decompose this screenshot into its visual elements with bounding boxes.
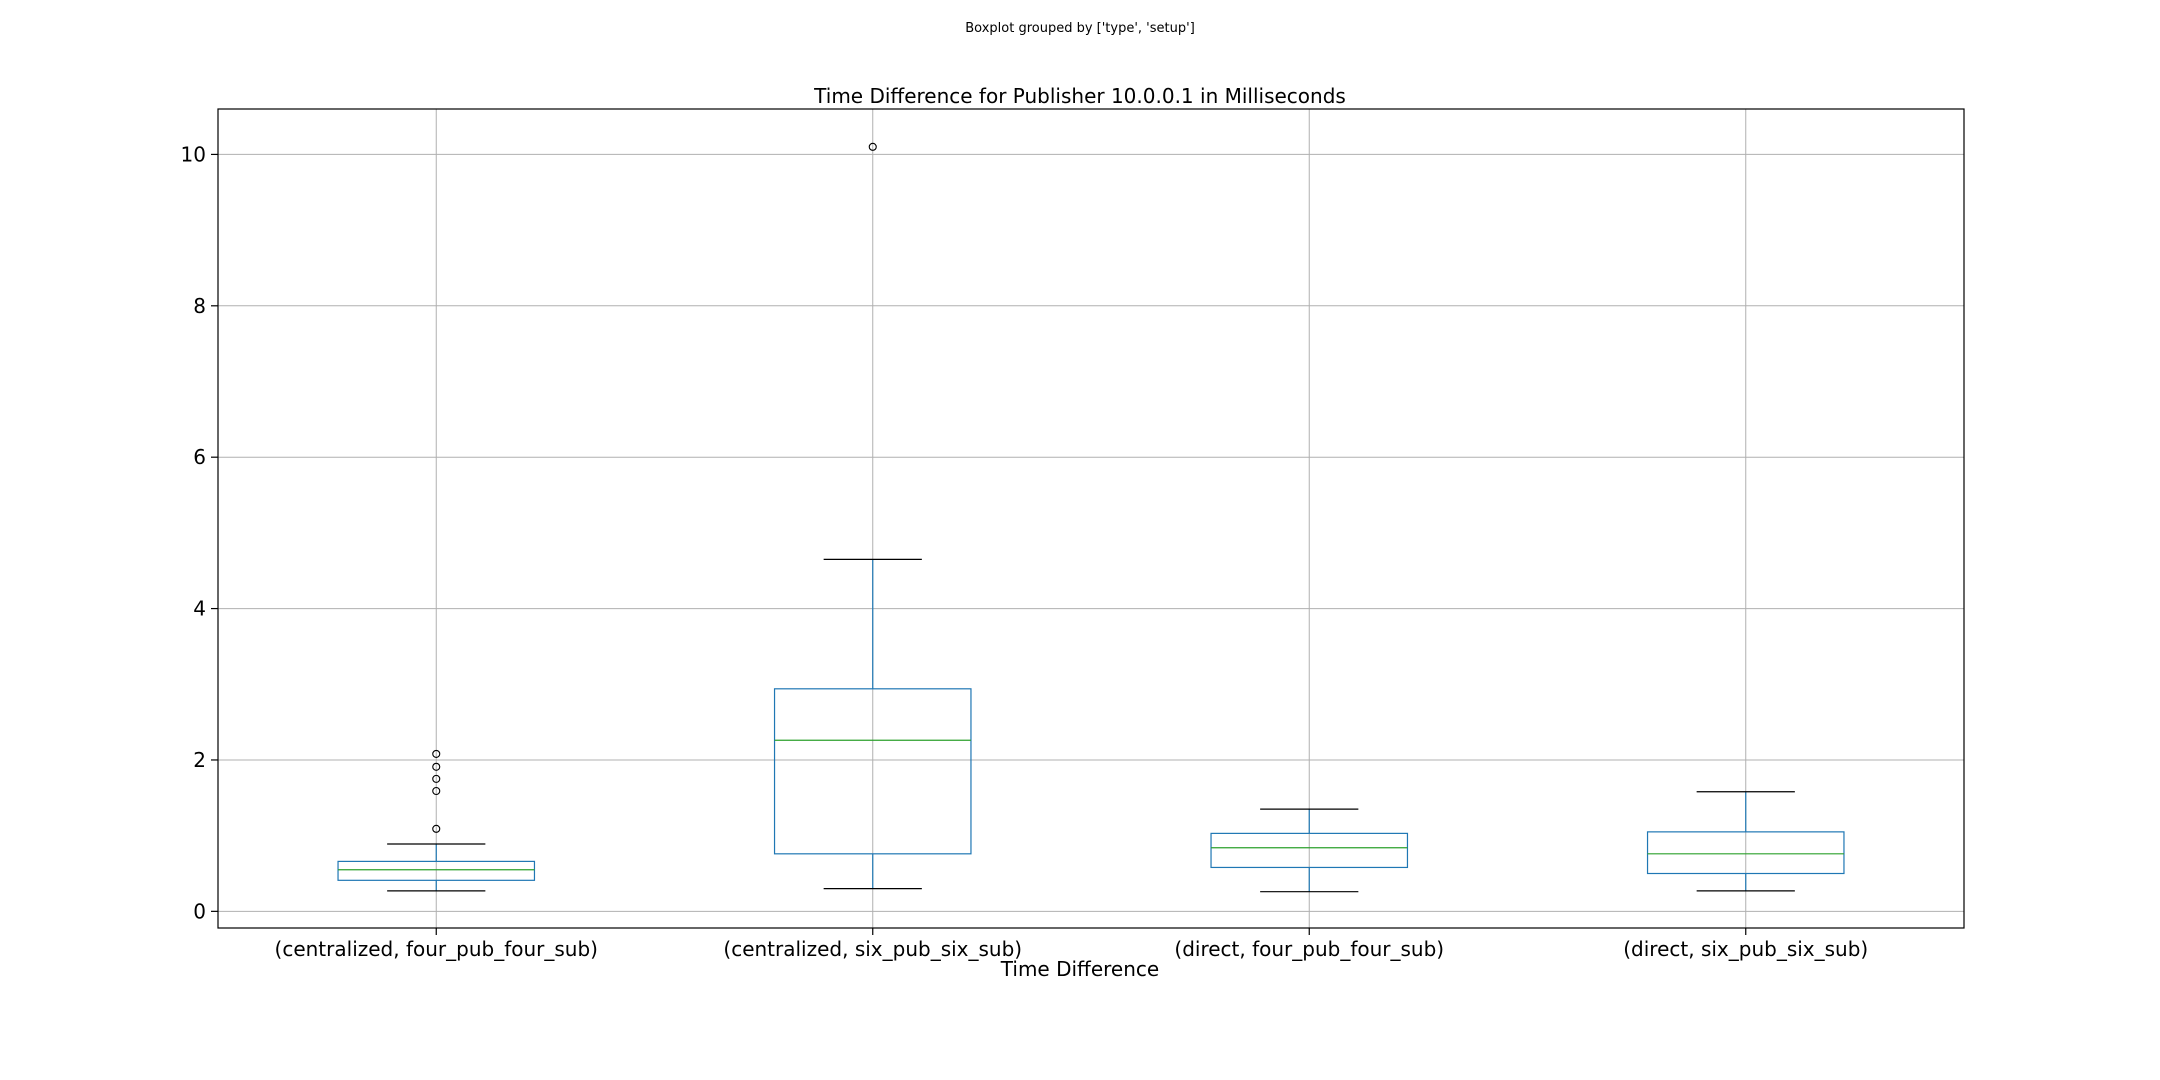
x-tick-label: (centralized, four_pub_four_sub) xyxy=(275,937,598,961)
boxes-layer xyxy=(337,142,1845,893)
y-tick-label: 6 xyxy=(193,445,206,469)
outlier-point xyxy=(432,749,441,758)
grid-lines xyxy=(218,109,1964,928)
outlier-point xyxy=(868,142,877,151)
plot-area-frame xyxy=(217,108,1965,929)
box-1 xyxy=(337,749,536,892)
chart-suptitle: Boxplot grouped by ['type', 'setup'] xyxy=(965,21,1195,36)
y-tick-label: 4 xyxy=(193,597,206,621)
y-tick-label: 0 xyxy=(193,899,206,923)
x-tick-label: (centralized, six_pub_six_sub) xyxy=(723,937,1022,961)
box-2 xyxy=(773,142,972,890)
iqr-box xyxy=(1646,831,1845,875)
x-tick-label: (direct, four_pub_four_sub) xyxy=(1174,937,1444,961)
iqr-box xyxy=(337,860,536,881)
x-tick-label: (direct, six_pub_six_sub) xyxy=(1623,937,1868,961)
ticks-layer: 0 2 4 6 8 10 (centralized, four_pub_four_sub) (… xyxy=(181,142,1869,961)
y-tick-label: 2 xyxy=(193,748,206,772)
outlier-point xyxy=(432,762,441,771)
iqr-box xyxy=(1210,832,1409,869)
box-3 xyxy=(1210,808,1409,893)
chart-title: Time Difference for Publisher 10.0.0.1 i… xyxy=(813,84,1346,108)
outlier-point xyxy=(432,774,441,783)
iqr-box xyxy=(773,688,972,855)
y-tick-label: 8 xyxy=(193,294,206,318)
outlier-point xyxy=(432,786,441,796)
y-tick-label: 10 xyxy=(181,142,206,166)
box-4 xyxy=(1646,791,1845,892)
x-axis-label: Time Difference xyxy=(1000,957,1159,981)
outlier-point xyxy=(432,824,441,833)
